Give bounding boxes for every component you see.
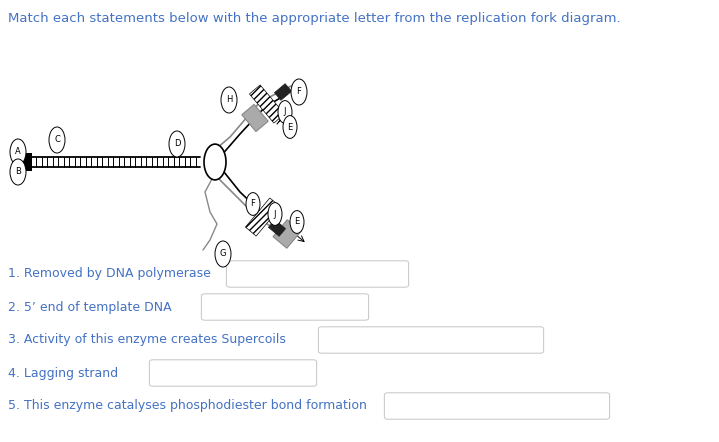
Text: J: J <box>284 107 286 117</box>
Text: G: G <box>220 249 226 259</box>
Text: Match each statements below with the appropriate letter from the replication for: Match each statements below with the app… <box>8 12 620 25</box>
Polygon shape <box>275 84 292 100</box>
Ellipse shape <box>291 79 307 105</box>
FancyBboxPatch shape <box>319 327 544 353</box>
Ellipse shape <box>49 127 65 153</box>
Ellipse shape <box>268 202 282 225</box>
Text: J: J <box>274 210 276 218</box>
Ellipse shape <box>215 241 231 267</box>
Polygon shape <box>242 104 268 132</box>
FancyBboxPatch shape <box>150 360 316 386</box>
Ellipse shape <box>290 211 304 233</box>
Polygon shape <box>273 220 301 248</box>
Ellipse shape <box>169 131 185 157</box>
Ellipse shape <box>10 159 26 185</box>
Text: 3. Activity of this enzyme creates Supercoils: 3. Activity of this enzyme creates Super… <box>8 334 286 347</box>
Polygon shape <box>268 220 285 236</box>
Text: 5. This enzyme catalyses phosphodiester bond formation: 5. This enzyme catalyses phosphodiester … <box>8 400 367 412</box>
Ellipse shape <box>283 116 297 138</box>
Text: E: E <box>294 217 300 226</box>
FancyBboxPatch shape <box>226 261 408 287</box>
Text: 1. Removed by DNA polymerase: 1. Removed by DNA polymerase <box>8 267 211 281</box>
Ellipse shape <box>246 193 260 215</box>
Text: E: E <box>288 122 293 132</box>
Polygon shape <box>245 198 280 236</box>
Text: A: A <box>15 148 21 156</box>
Text: C: C <box>54 136 60 145</box>
FancyBboxPatch shape <box>22 153 32 171</box>
Ellipse shape <box>278 101 292 123</box>
Text: 2. 5’ end of template DNA: 2. 5’ end of template DNA <box>8 301 172 313</box>
Ellipse shape <box>221 87 237 113</box>
Text: F: F <box>250 199 255 209</box>
Text: B: B <box>15 168 21 176</box>
Polygon shape <box>249 85 285 123</box>
Text: H: H <box>226 95 232 104</box>
Ellipse shape <box>10 139 26 165</box>
FancyBboxPatch shape <box>385 393 610 419</box>
Text: F: F <box>296 88 301 96</box>
FancyBboxPatch shape <box>201 294 369 320</box>
Ellipse shape <box>204 144 226 180</box>
Text: D: D <box>174 140 180 149</box>
Text: 4. Lagging strand: 4. Lagging strand <box>8 366 118 380</box>
